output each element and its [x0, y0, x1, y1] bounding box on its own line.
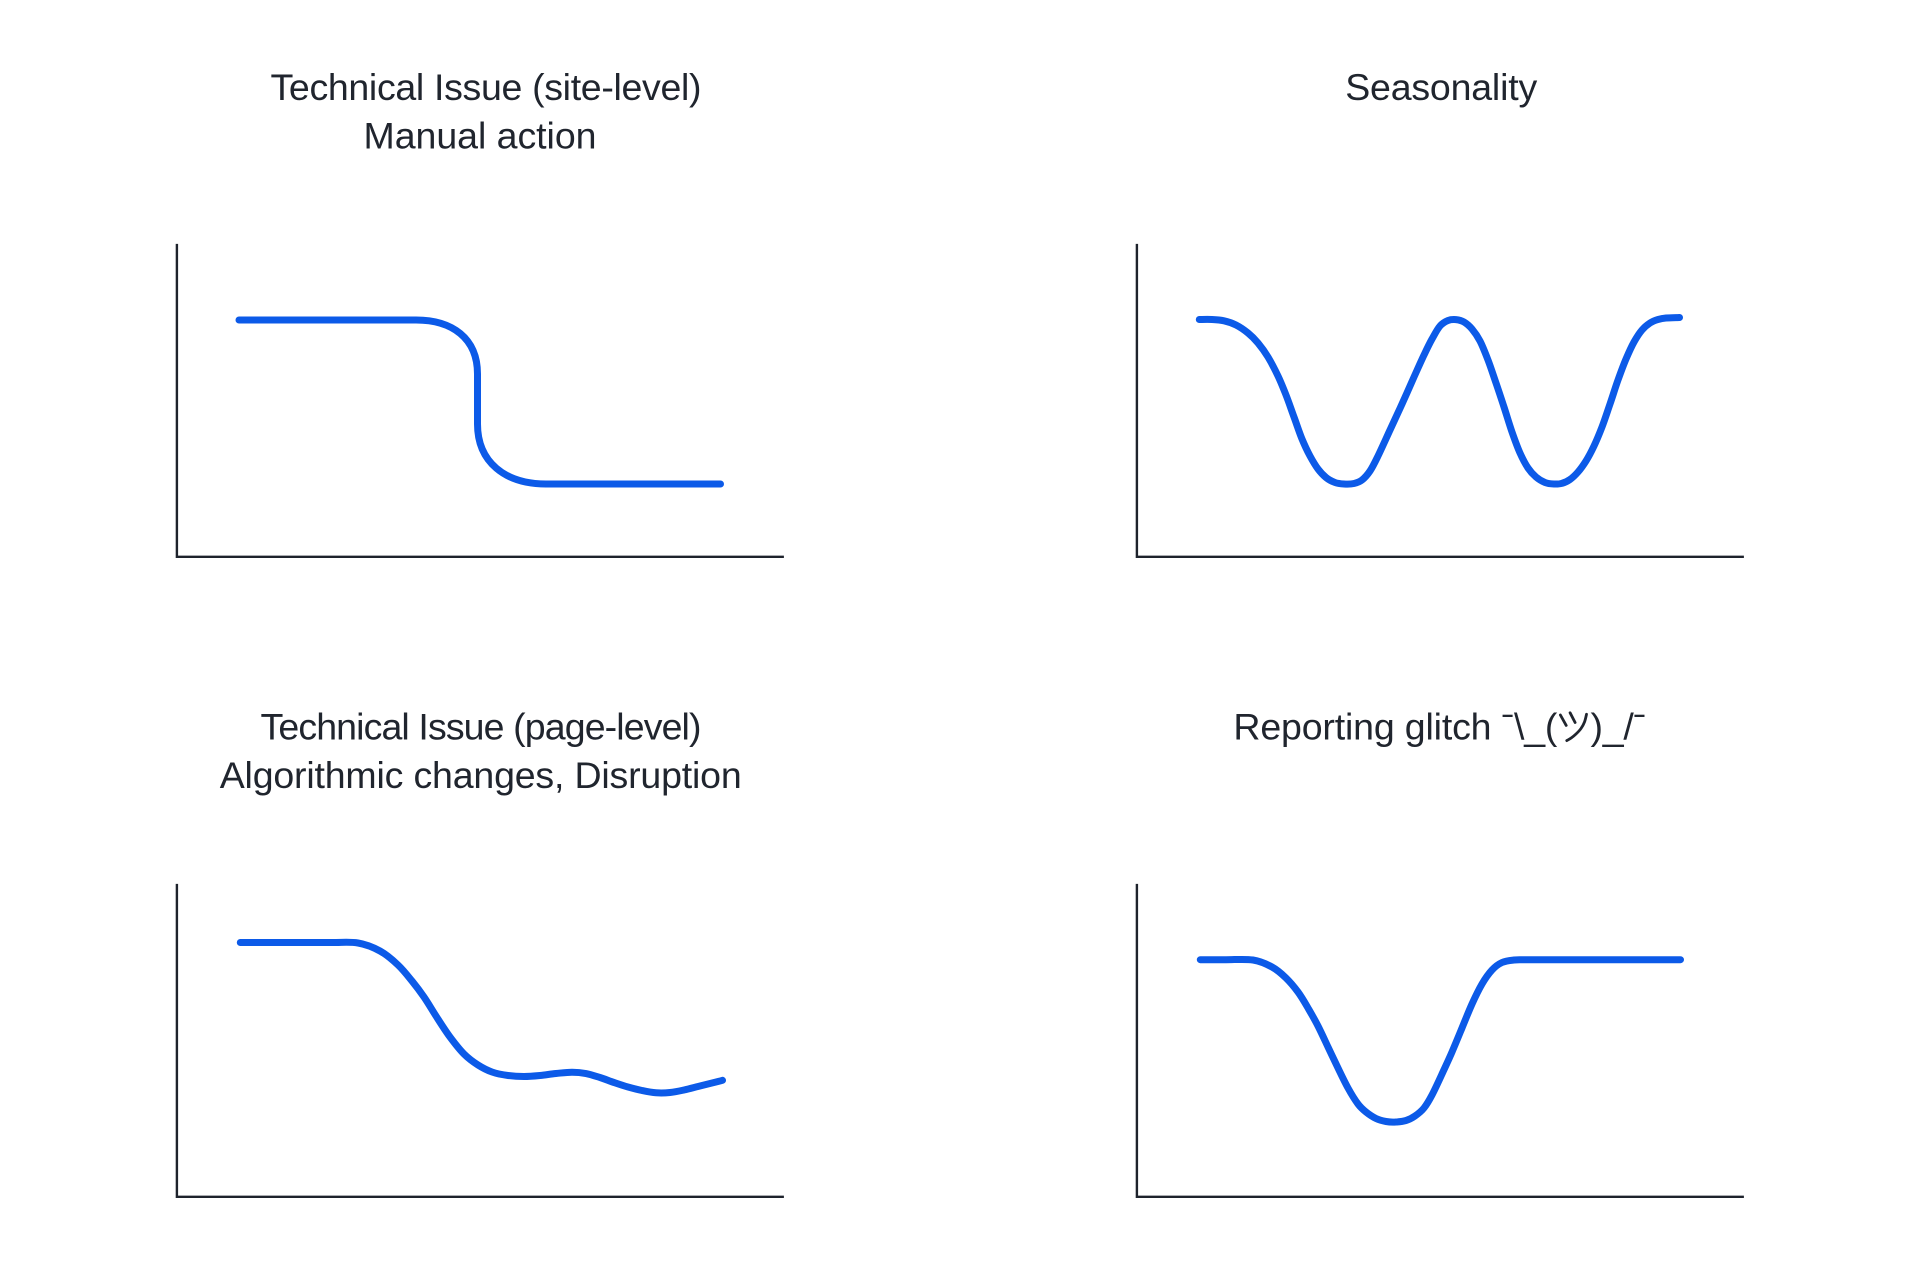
svg-text:Manual action: Manual action [364, 114, 597, 156]
svg-text:Seasonality: Seasonality [1345, 66, 1537, 108]
svg-text:Reporting glitch ˉ\_(: Reporting glitch ˉ\_( [1233, 706, 1558, 748]
svg-text:Technical Issue (page-level): Technical Issue (page-level) [261, 706, 702, 748]
svg-text:Technical Issue (site-level): Technical Issue (site-level) [271, 66, 702, 108]
svg-text:)_/ˉ: )_/ˉ [1591, 706, 1647, 748]
svg-text:Algorithmic changes, Disruptio: Algorithmic changes, Disruption [220, 754, 742, 796]
